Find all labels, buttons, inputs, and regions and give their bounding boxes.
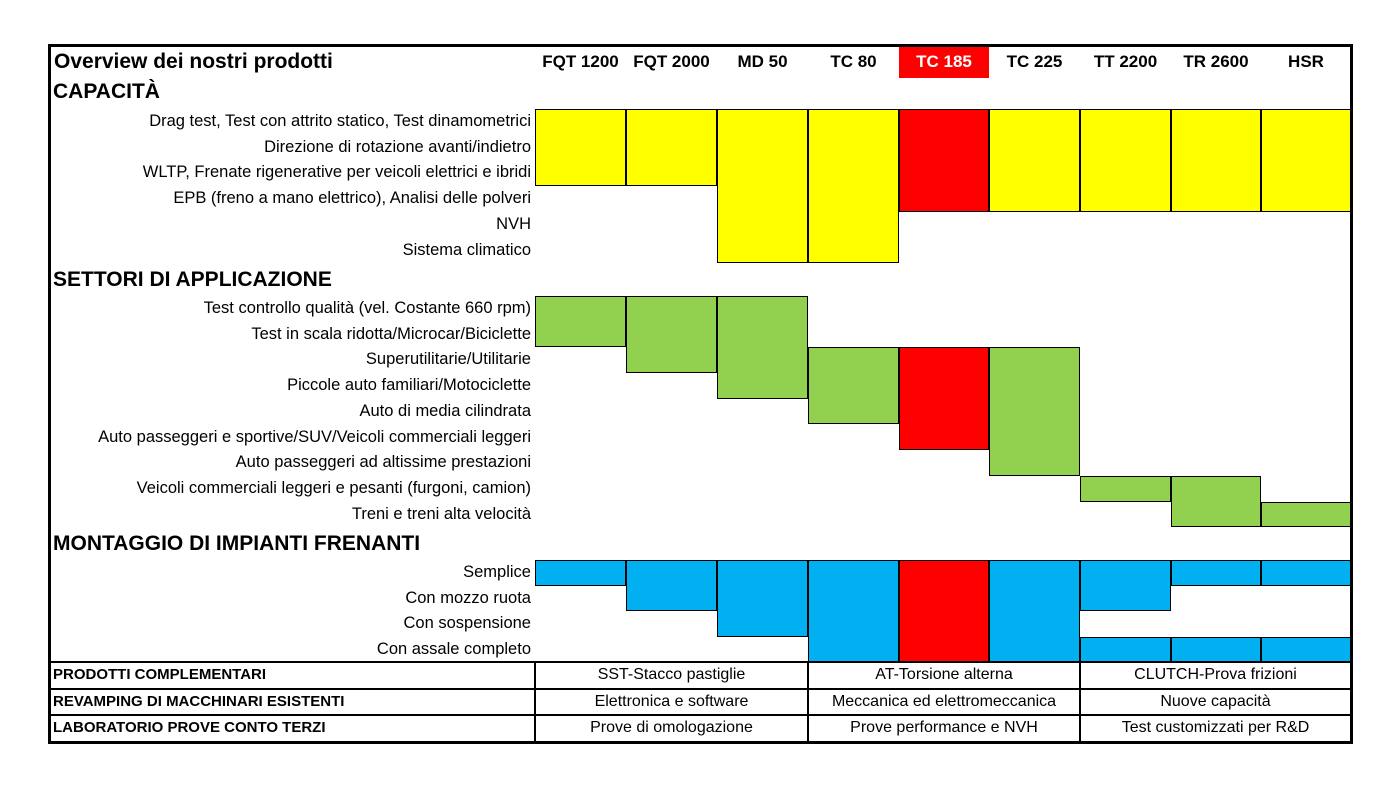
bottom-table-rule (50, 687, 1351, 690)
bottom-table-divider (807, 662, 809, 742)
product-header-md-50: MD 50 (737, 52, 788, 71)
coverage-block-tr-2600 (1171, 475, 1261, 528)
coverage-block-hsr (1261, 637, 1351, 663)
coverage-block-tc-225 (989, 560, 1080, 663)
coverage-block-tc-80 (808, 347, 899, 425)
coverage-block-md-50 (717, 560, 808, 638)
product-header-fqt-1200: FQT 1200 (542, 52, 619, 71)
row-label: Auto di media cilindrata (359, 401, 531, 420)
coverage-block-tc-225 (989, 109, 1080, 212)
coverage-block-tt-2200 (1080, 637, 1171, 663)
bottom-table-rule (50, 740, 1351, 743)
bottom-row-cell: AT-Torsione alterna (875, 666, 1013, 683)
bottom-row-cell: Prove performance e NVH (850, 719, 1038, 736)
row-label: Con sospensione (403, 614, 531, 633)
coverage-block-fqt-2000 (626, 296, 717, 374)
bottom-table-rule (50, 661, 1351, 663)
row-label: WLTP, Frenate rigenerative per veicoli e… (142, 163, 531, 182)
product-header-fqt-2000: FQT 2000 (633, 52, 710, 71)
row-label: Drag test, Test con attrito statico, Tes… (149, 112, 531, 130)
row-label: Auto passeggeri ad altissime prestazioni (235, 453, 531, 472)
coverage-block-md-50 (717, 296, 808, 399)
coverage-block-fqt-1200 (535, 560, 626, 586)
coverage-block-fqt-2000 (626, 560, 717, 612)
coverage-block-tc-80 (808, 109, 899, 264)
bottom-row-label: REVAMPING DI MACCHINARI ESISTENTI (53, 692, 345, 710)
section-title-2: MONTAGGIO DI IMPIANTI FRENANTI (53, 532, 421, 555)
section-title-1: SETTORI DI APPLICAZIONE (53, 268, 332, 291)
row-label: Treni e treni alta velocità (351, 504, 531, 523)
row-label: Semplice (463, 563, 531, 581)
coverage-block-tc-80 (808, 560, 899, 663)
bottom-row-label: PRODOTTI COMPLEMENTARI (53, 666, 267, 683)
bottom-table-rule (50, 714, 1351, 716)
bottom-row-label: LABORATORIO PROVE CONTO TERZI (53, 719, 326, 736)
bottom-table-divider (1079, 662, 1081, 742)
row-label: EPB (freno a mano elettrico), Analisi de… (173, 189, 531, 208)
row-label: Veicoli commerciali leggeri e pesanti (f… (136, 478, 531, 497)
coverage-block-fqt-1200 (535, 296, 626, 348)
row-label: Piccole auto familiari/Motociclette (287, 376, 531, 395)
overview-chart-frame (48, 44, 1353, 744)
coverage-block-md-50 (717, 109, 808, 264)
bottom-row-cell: SST-Stacco pastiglie (597, 666, 746, 683)
coverage-block-tc-225 (989, 347, 1080, 476)
bottom-row-cell: CLUTCH-Prova frizioni (1134, 666, 1297, 683)
bottom-row-cell: Meccanica ed elettromeccanica (831, 692, 1057, 710)
bottom-table-divider (534, 662, 536, 742)
chart-title: Overview dei nostri prodotti (54, 50, 333, 73)
coverage-block-tc-185 (899, 109, 989, 212)
product-header-tc-225: TC 225 (1006, 52, 1063, 71)
row-label: NVH (496, 214, 531, 233)
product-header-hsr: HSR (1288, 52, 1324, 71)
coverage-block-fqt-2000 (626, 109, 717, 187)
coverage-block-tr-2600 (1171, 637, 1261, 663)
coverage-block-hsr (1261, 109, 1351, 212)
bottom-row-cell: Prove di omologazione (590, 719, 753, 736)
coverage-block-tc-185 (899, 560, 989, 663)
product-header-tr-2600: TR 2600 (1183, 52, 1249, 71)
row-label: Test controllo qualità (vel. Costante 66… (203, 299, 531, 317)
coverage-block-tt-2200 (1080, 109, 1171, 212)
bottom-row-cell: Nuove capacità (1160, 692, 1271, 710)
coverage-block-tc-185 (899, 347, 989, 451)
row-label: Con mozzo ruota (405, 588, 531, 607)
row-label: Superutilitarie/Utilitarie (365, 350, 531, 369)
bottom-row-cell: Elettronica e software (594, 692, 749, 710)
coverage-block-hsr (1261, 501, 1351, 528)
section-title-0: CAPACITÀ (53, 80, 160, 103)
coverage-block-tt-2200 (1080, 560, 1171, 612)
coverage-block-tt-2200 (1080, 475, 1171, 502)
coverage-block-tr-2600 (1171, 560, 1261, 586)
row-label: Direzione di rotazione avanti/indietro (264, 137, 531, 156)
row-label: Test in scala ridotta/Microcar/Biciclett… (251, 324, 531, 343)
coverage-block-fqt-1200 (535, 109, 626, 187)
row-label: Con assale completo (376, 640, 531, 659)
product-header-tc-185: TC 185 (899, 47, 989, 78)
bottom-row-cell: Test customizzati per R&D (1121, 719, 1310, 736)
coverage-block-hsr (1261, 560, 1351, 586)
coverage-block-tr-2600 (1171, 109, 1261, 212)
product-header-tc-80: TC 80 (830, 52, 877, 71)
product-header-tt-2200: TT 2200 (1093, 52, 1158, 71)
row-label: Auto passeggeri e sportive/SUV/Veicoli c… (98, 427, 531, 446)
row-label: Sistema climatico (402, 240, 531, 259)
